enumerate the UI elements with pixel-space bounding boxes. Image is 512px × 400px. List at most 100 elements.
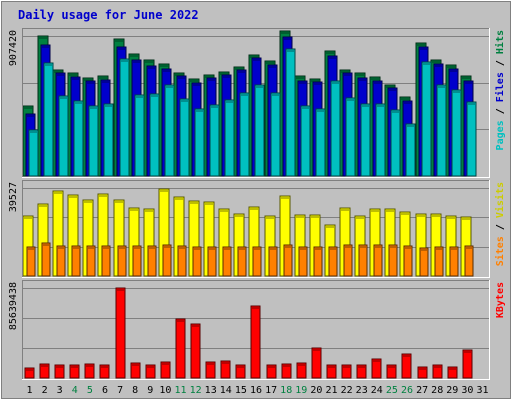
bar-top-visits-sites-sites-day-2	[43, 244, 49, 246]
x-tick-label-day-13: 13	[205, 385, 217, 396]
bar-hits-files-pages-pages-day-26	[405, 123, 416, 177]
bar-top-kbytes-kbytes-day-14	[222, 362, 229, 364]
bar-top-hits-files-pages-pages-day-17	[272, 94, 279, 96]
bar-top-kbytes-kbytes-day-10	[162, 363, 169, 365]
bar-top-visits-sites-visits-day-14	[220, 210, 228, 212]
bar-top-visits-sites-visits-day-2	[39, 205, 47, 207]
bar-visits-sites-sites-day-28	[434, 246, 444, 277]
bar-hits-files-pages-pages-day-23	[360, 103, 371, 177]
bar-hits-files-pages-pages-day-2	[43, 62, 54, 177]
bar-hits-files-pages-pages-day-21	[330, 80, 341, 177]
bar-top-hits-files-pages-hits-day-5	[84, 79, 92, 81]
bar-top-visits-sites-visits-day-17	[266, 217, 274, 219]
bar-visits-sites-sites-day-23	[358, 244, 368, 277]
bar-visits-sites-sites-day-11	[177, 245, 187, 277]
bar-top-kbytes-kbytes-day-5	[86, 365, 93, 367]
legend-visits-sites-part-2: Visits	[494, 182, 506, 218]
bar-visits-sites-sites-day-2	[41, 242, 51, 277]
bar-top-hits-files-pages-files-day-28	[435, 65, 442, 67]
bar-hits-files-pages-pages-day-4	[73, 100, 84, 177]
bar-top-hits-files-pages-hits-day-4	[69, 74, 77, 76]
bar-top-kbytes-kbytes-day-26	[403, 355, 410, 357]
bar-visits-sites-sites-day-17	[268, 246, 278, 277]
bar-top-kbytes-kbytes-day-1	[26, 369, 33, 371]
bar-top-kbytes-kbytes-day-12	[192, 325, 199, 327]
bar-top-visits-sites-sites-day-15	[239, 248, 245, 250]
panel-hits-files-pages-max-label: 907420	[8, 30, 19, 66]
bar-kbytes-kbytes-day-19	[296, 362, 307, 379]
bar-top-hits-files-pages-hits-day-1	[24, 107, 32, 109]
bar-top-kbytes-kbytes-day-17	[268, 366, 275, 368]
bar-kbytes-kbytes-day-15	[235, 364, 246, 379]
bar-top-hits-files-pages-pages-day-28	[438, 86, 445, 88]
bar-kbytes-kbytes-day-26	[401, 353, 412, 379]
bar-top-hits-files-pages-files-day-20	[314, 83, 321, 85]
bar-top-hits-files-pages-files-day-29	[450, 70, 457, 72]
bar-hits-files-pages-pages-day-3	[58, 95, 69, 177]
x-tick-label-day-31: 31	[476, 385, 488, 396]
bar-top-kbytes-kbytes-day-18	[283, 365, 290, 367]
bar-top-visits-sites-sites-day-24	[375, 246, 381, 248]
x-tick-label-day-10: 10	[159, 385, 171, 396]
x-tick-label-day-5: 5	[87, 385, 93, 396]
bar-hits-files-pages-pages-day-1	[28, 129, 39, 177]
bar-top-hits-files-pages-pages-day-24	[377, 105, 384, 107]
bar-top-hits-files-pages-pages-day-15	[241, 94, 248, 96]
bar-visits-sites-sites-day-18	[283, 244, 293, 277]
bar-top-hits-files-pages-hits-day-25	[386, 86, 394, 88]
bar-top-hits-files-pages-pages-day-14	[226, 101, 233, 103]
bar-top-visits-sites-visits-day-21	[326, 226, 334, 228]
bar-top-hits-files-pages-pages-day-20	[317, 110, 324, 112]
bar-top-hits-files-pages-files-day-8	[133, 61, 140, 63]
bar-top-hits-files-pages-files-day-27	[420, 48, 427, 50]
bar-top-hits-files-pages-hits-day-13	[205, 76, 213, 78]
bar-visits-sites-sites-day-29	[449, 246, 459, 277]
bar-top-kbytes-kbytes-day-21	[328, 366, 335, 368]
bar-hits-files-pages-pages-day-12	[194, 108, 205, 177]
bar-top-hits-files-pages-pages-day-16	[256, 86, 263, 88]
bar-top-kbytes-kbytes-day-25	[388, 366, 395, 368]
bar-top-hits-files-pages-pages-day-26	[407, 125, 414, 127]
bar-top-visits-sites-visits-day-29	[447, 217, 455, 219]
bar-top-visits-sites-visits-day-6	[99, 195, 107, 197]
bar-kbytes-kbytes-day-25	[386, 364, 397, 379]
bar-top-visits-sites-sites-day-16	[254, 248, 260, 250]
bars-layer	[22, 30, 477, 379]
bar-visits-sites-sites-day-3	[56, 245, 66, 277]
bar-top-visits-sites-sites-day-18	[285, 246, 291, 248]
bar-top-hits-files-pages-hits-day-8	[130, 55, 138, 57]
bar-top-hits-files-pages-pages-day-5	[90, 107, 97, 109]
bar-visits-sites-sites-day-1	[26, 246, 36, 277]
bar-kbytes-kbytes-day-20	[311, 347, 322, 379]
bar-top-kbytes-kbytes-day-30	[464, 351, 471, 353]
bar-top-visits-sites-sites-day-22	[345, 246, 351, 248]
bar-top-visits-sites-sites-day-7	[119, 247, 125, 249]
x-tick-label-day-6: 6	[102, 385, 108, 396]
bar-top-hits-files-pages-files-day-19	[299, 82, 306, 84]
bar-top-hits-files-pages-pages-day-6	[105, 105, 112, 107]
x-tick-label-day-20: 20	[310, 385, 322, 396]
bar-top-hits-files-pages-hits-day-21	[326, 52, 334, 54]
bar-visits-sites-sites-day-12	[192, 246, 202, 277]
bar-top-hits-files-pages-pages-day-3	[60, 97, 67, 99]
bar-kbytes-kbytes-day-21	[326, 364, 337, 379]
bar-top-kbytes-kbytes-day-24	[373, 360, 380, 362]
bar-top-hits-files-pages-files-day-2	[42, 46, 49, 48]
bar-top-hits-files-pages-pages-day-25	[392, 111, 399, 113]
panel-visits-sites-max-label: 39527	[8, 182, 19, 212]
bar-kbytes-kbytes-day-12	[190, 323, 201, 379]
bar-top-visits-sites-visits-day-25	[386, 210, 394, 212]
bar-hits-files-pages-pages-day-25	[390, 109, 401, 177]
x-tick-label-day-8: 8	[132, 385, 138, 396]
bar-top-kbytes-kbytes-day-6	[101, 366, 108, 368]
bar-top-visits-sites-sites-day-27	[421, 249, 427, 251]
bar-visits-sites-sites-day-26	[403, 245, 413, 277]
bar-hits-files-pages-pages-day-27	[421, 61, 432, 177]
bar-top-visits-sites-sites-day-9	[149, 247, 155, 249]
bar-top-visits-sites-sites-day-20	[315, 248, 321, 250]
bar-top-hits-files-pages-hits-day-3	[54, 71, 62, 73]
bar-top-visits-sites-sites-day-21	[330, 248, 336, 250]
bar-top-hits-files-pages-pages-day-8	[136, 96, 143, 98]
